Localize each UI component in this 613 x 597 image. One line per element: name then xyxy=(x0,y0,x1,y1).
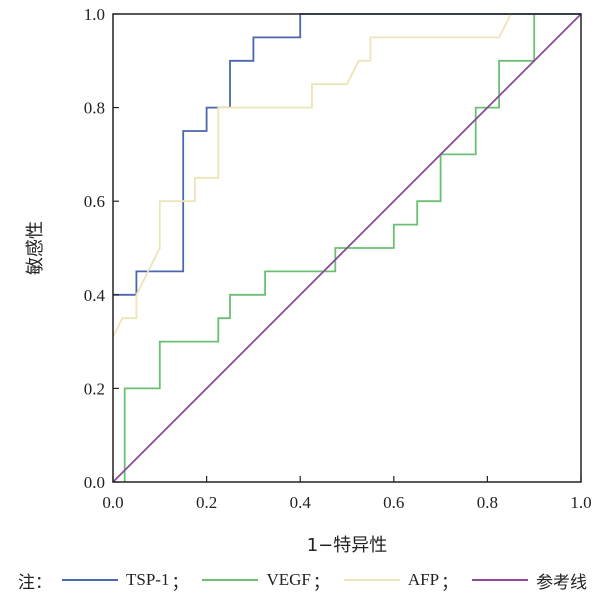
roc-chart: 0.0 0.2 0.4 0.6 0.8 1.0 0.0 0.2 0.4 0.6 0.8 1.0 1−特… xyxy=(25,5,592,556)
ticks-layer: 0.0 0.2 0.4 0.6 0.8 1.0 0.0 0.2 0.4 0.6 0.8 1.0 xyxy=(84,5,592,512)
legend-swatch xyxy=(62,579,118,581)
x-tick-label: 1.0 xyxy=(570,493,591,512)
legend-label: VEGF xyxy=(266,570,311,589)
y-tick-label: 0.2 xyxy=(84,379,105,398)
legend: 注： TSP-1； VEGF； AFP；参考线 xyxy=(18,566,587,594)
legend-item: AFP； xyxy=(343,568,472,593)
series-line-vegf xyxy=(123,14,536,482)
x-tick-label: 0.8 xyxy=(477,493,498,512)
series-line-tsp-1 xyxy=(113,13,581,296)
y-axis-title: 敏感性 xyxy=(25,221,46,275)
series-layer xyxy=(112,13,582,483)
x-tick-label: 0.0 xyxy=(102,493,123,512)
legend-label: 参考线 xyxy=(536,572,588,592)
plot-frame xyxy=(112,13,582,483)
y-tick-label: 0.0 xyxy=(84,473,105,492)
legend-prefix: 注： xyxy=(18,572,52,593)
legend-label: AFP xyxy=(407,570,440,589)
x-tick-label: 0.6 xyxy=(383,493,404,512)
legend-item: 参考线 xyxy=(472,568,587,593)
y-tick-label: 0.6 xyxy=(84,192,105,211)
legend-item: VEGF； xyxy=(202,568,343,593)
legend-swatch xyxy=(472,579,529,581)
y-tick-label: 0.4 xyxy=(84,286,106,305)
legend-separator: ； xyxy=(312,572,330,593)
legend-swatch xyxy=(343,579,400,581)
legend-label: TSP-1 xyxy=(126,570,170,589)
series-line-afp xyxy=(112,13,512,338)
legend-swatch xyxy=(202,579,259,581)
legend-separator: ； xyxy=(171,572,189,593)
legend-separator: ； xyxy=(441,572,459,593)
x-tick-label: 0.2 xyxy=(196,493,217,512)
x-axis-title: 1−特异性 xyxy=(307,535,388,556)
y-tick-label: 0.8 xyxy=(84,99,105,118)
legend-item: TSP-1； xyxy=(62,568,202,593)
series-line-reference xyxy=(112,13,582,483)
x-tick-label: 0.4 xyxy=(290,493,312,512)
y-tick-label: 1.0 xyxy=(84,5,105,24)
